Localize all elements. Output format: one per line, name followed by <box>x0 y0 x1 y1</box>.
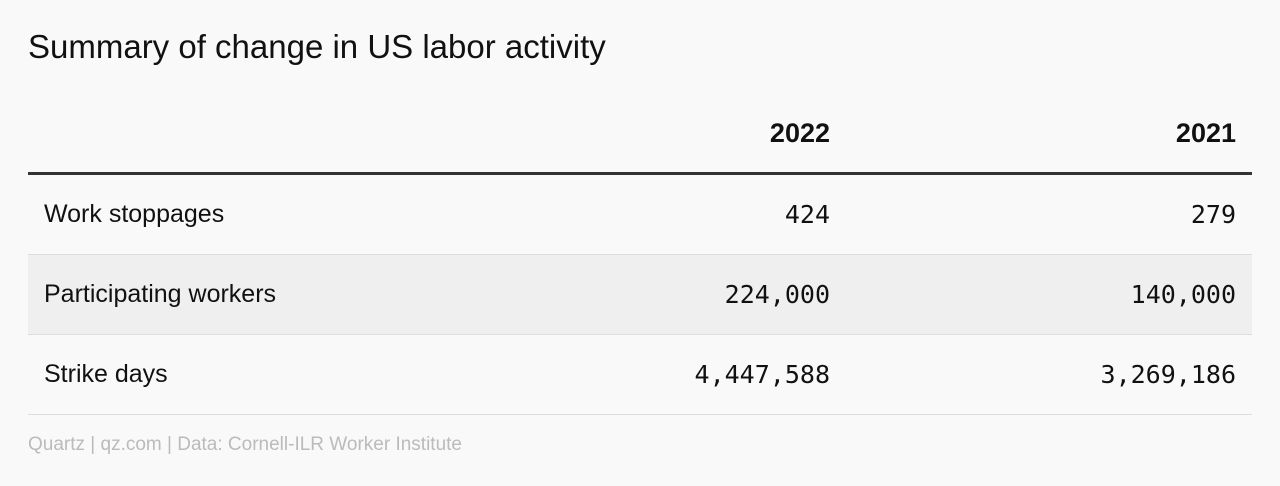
row-label: Strike days <box>44 360 168 388</box>
title: Summary of change in US labor activity <box>28 28 606 65</box>
table-row: Participating workers 224,000 140,000 <box>28 255 1252 335</box>
cell-value: 3,269,186 <box>1100 360 1236 389</box>
cell-value: 279 <box>1190 200 1236 229</box>
cell-value: 224,000 <box>724 280 830 309</box>
source: Quartz | qz.com | Data: Cornell-ILR Work… <box>28 434 462 455</box>
cell-value: 4,447,588 <box>694 360 830 389</box>
table-row: Work stoppages 424 279 <box>28 175 1252 255</box>
column-header: 2021 <box>1175 118 1236 148</box>
cell-value: 140,000 <box>1130 280 1236 309</box>
table-row: Strike days 4,447,588 3,269,186 <box>28 335 1252 415</box>
header-rule <box>28 172 1252 175</box>
row-label: Work stoppages <box>44 200 225 228</box>
row-label: Participating workers <box>44 280 277 308</box>
column-header: 2022 <box>769 118 830 148</box>
cell-value: 424 <box>784 200 830 229</box>
